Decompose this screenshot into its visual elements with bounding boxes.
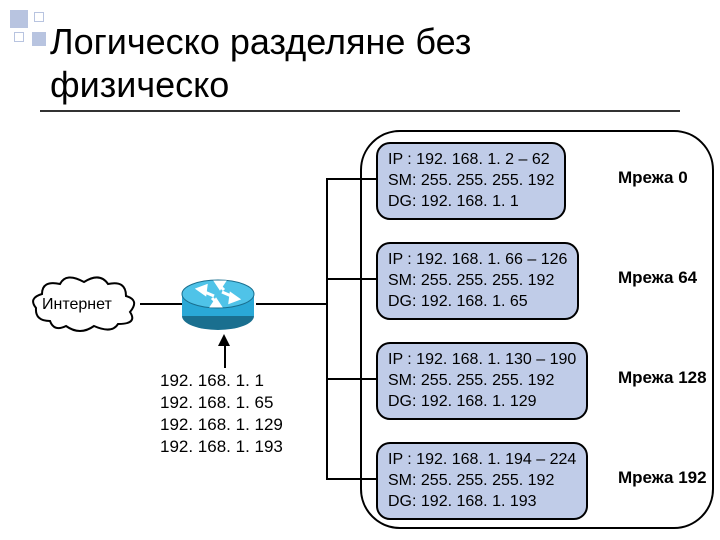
subnet-box: IP : 192. 168. 1. 66 – 126SM: 255. 255. … [376,242,579,320]
subnet-label: Мрежа 64 [618,268,697,288]
subnet-dg: DG: 192. 168. 1. 193 [388,492,576,513]
subnet-ip: IP : 192. 168. 1. 2 – 62 [388,150,554,171]
subnet-box: IP : 192. 168. 1. 194 – 224SM: 255. 255.… [376,442,588,520]
link-branch [326,278,376,280]
subnet-dg: DG: 192. 168. 1. 65 [388,292,567,313]
internet-label: Интернет [42,296,112,314]
title-line-2: физическо [50,64,229,105]
subnet-ip: IP : 192. 168. 1. 194 – 224 [388,450,576,471]
subnet-ip: IP : 192. 168. 1. 66 – 126 [388,250,567,271]
link-trunk-h [256,303,326,305]
router-ip: 192. 168. 1. 129 [160,414,283,436]
subnet-sm: SM: 255. 255. 255. 192 [388,471,576,492]
subnet-dg: DG: 192. 168. 1. 1 [388,192,554,213]
link-trunk-v [326,178,328,478]
router-ip: 192. 168. 1. 65 [160,392,283,414]
subnet-label: Мрежа 128 [618,368,707,388]
subnet-dg: DG: 192. 168. 1. 129 [388,392,576,413]
subnet-sm: SM: 255. 255. 255. 192 [388,271,567,292]
subnet-label: Мрежа 0 [618,168,688,188]
subnet-sm: SM: 255. 255. 255. 192 [388,171,554,192]
link-branch [326,378,376,380]
subnet-sm: SM: 255. 255. 255. 192 [388,371,576,392]
subnet-ip: IP : 192. 168. 1. 130 – 190 [388,350,576,371]
title-underline [40,110,680,112]
router-ip: 192. 168. 1. 1 [160,370,283,392]
title-line-1: Логическо разделяне без [50,21,471,62]
link-internet-router [140,303,182,305]
slide-title: Логическо разделяне без физическо [50,20,471,106]
router-ip-list: 192. 168. 1. 1 192. 168. 1. 65 192. 168.… [160,370,283,458]
link-branch [326,478,376,480]
subnet-box: IP : 192. 168. 1. 2 – 62SM: 255. 255. 25… [376,142,566,220]
link-branch [326,178,376,180]
router-ip: 192. 168. 1. 193 [160,436,283,458]
subnet-label: Мрежа 192 [618,468,707,488]
arrow-head-icon [218,334,230,346]
subnet-box: IP : 192. 168. 1. 130 – 190SM: 255. 255.… [376,342,588,420]
router-icon [180,270,256,334]
